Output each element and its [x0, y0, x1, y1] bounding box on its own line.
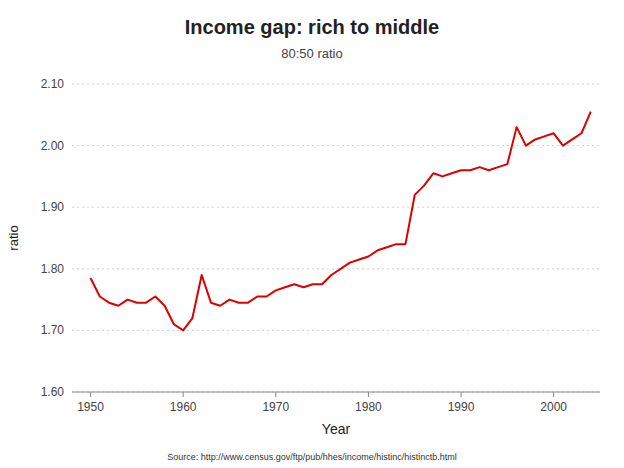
grid-line [72, 392, 600, 393]
grid-line [72, 268, 600, 269]
x-tick [275, 392, 276, 397]
x-axis: 1950 1960 1970 1980 1990 2000 [72, 392, 600, 414]
title: Income gap: rich to middle [185, 16, 439, 38]
x-tick-label: 1960 [170, 400, 197, 414]
x-tick-label: 2000 [540, 400, 567, 414]
x-tick [90, 392, 91, 397]
y-tick-label: 1.60 [41, 385, 65, 399]
y-tick-label: 1.90 [41, 200, 65, 214]
x-tick-label: 1970 [262, 400, 289, 414]
background [0, 0, 624, 468]
chart-svg: Income gap: rich to middle 80:50 ratio 1.6… [0, 0, 624, 468]
x-tick-label: 1950 [77, 400, 104, 414]
x-tick [368, 392, 369, 397]
grid-line [72, 207, 600, 208]
data-line [91, 112, 591, 331]
y-tick-label: 2.00 [41, 139, 65, 153]
x-tick-label: 1990 [448, 400, 475, 414]
subtitle: 80:50 ratio [281, 46, 342, 61]
y-tick-label: 2.10 [41, 77, 65, 91]
y-tick-label: 1.70 [41, 323, 65, 337]
source-note: Source: http://www.census.gov/ftp/pub/hh… [167, 452, 457, 462]
grid-line [72, 145, 600, 146]
x-tick-label: 1980 [355, 400, 382, 414]
x-tick [461, 392, 462, 397]
x-tick [553, 392, 554, 397]
plot-area [91, 112, 591, 331]
y-axis: 1.60 1.70 1.80 1.90 2.00 2.10 [41, 77, 600, 399]
y-axis-label: ratio [6, 225, 21, 250]
chart-container: Income gap: rich to middle 80:50 ratio 1.6… [0, 0, 624, 468]
grid-line [72, 84, 600, 85]
x-tick [183, 392, 184, 397]
y-tick-label: 1.80 [41, 262, 65, 276]
x-axis-label: Year [322, 421, 351, 437]
grid-line [72, 330, 600, 331]
x-axis-line [72, 392, 600, 393]
